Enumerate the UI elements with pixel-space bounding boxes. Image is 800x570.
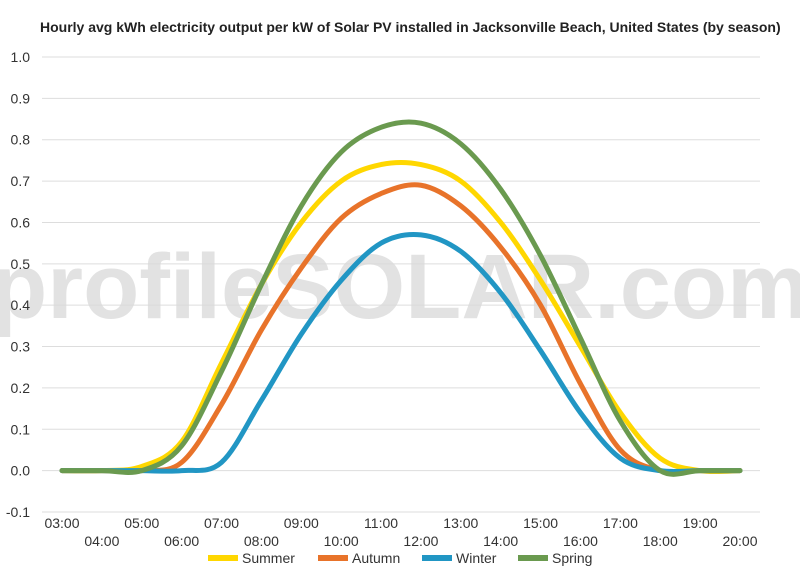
x-tick-label: 15:00	[523, 515, 558, 531]
legend-swatch-spring	[518, 555, 548, 561]
y-tick-label: 0.6	[11, 214, 31, 230]
legend-label-summer: Summer	[242, 550, 295, 566]
x-tick-label: 11:00	[364, 515, 398, 531]
series-line-winter	[59, 232, 743, 475]
x-tick-label: 10:00	[324, 533, 359, 549]
x-tick-label: 19:00	[683, 515, 718, 531]
y-tick-label: 0.1	[11, 421, 31, 437]
series-line-autumn	[59, 182, 743, 475]
x-tick-label: 04:00	[84, 533, 119, 549]
grid-layer	[42, 56, 760, 513]
legend-swatch-summer	[208, 555, 238, 561]
y-tick-label: 0.7	[11, 173, 31, 189]
y-tick-label: 0.2	[11, 380, 31, 396]
y-axis-ticks: -0.1 0.0 0.1 0.2 0.3 0.4 0.5 0.6 0.7 0.8 0.9 1.0	[6, 49, 30, 520]
x-tick-label: 05:00	[124, 515, 159, 531]
y-tick-label: 0.0	[11, 463, 31, 479]
x-tick-label: 13:00	[443, 515, 478, 531]
x-tick-label: 08:00	[244, 533, 279, 549]
x-tick-label: 17:00	[603, 515, 638, 531]
watermark-text: profileSOLAR.com	[0, 236, 800, 338]
x-tick-label: 09:00	[284, 515, 319, 531]
x-tick-label: 07:00	[204, 515, 239, 531]
x-tick-label: 16:00	[563, 533, 598, 549]
y-tick-label: 0.9	[11, 90, 31, 106]
legend: Summer Autumn Winter Spring	[208, 550, 592, 566]
chart-title: Hourly avg kWh electricity output per kW…	[40, 19, 781, 35]
y-tick-label: 0.3	[11, 339, 31, 355]
y-tick-label: 1.0	[11, 49, 31, 65]
series-line-spring	[59, 119, 743, 477]
x-tick-label: 20:00	[722, 533, 757, 549]
x-tick-label: 18:00	[643, 533, 678, 549]
y-tick-label: 0.5	[11, 256, 31, 272]
x-tick-label: 14:00	[483, 533, 518, 549]
y-tick-label: 0.4	[11, 297, 31, 313]
legend-label-autumn: Autumn	[352, 550, 400, 566]
x-tick-label: 03:00	[44, 515, 79, 531]
series-layer	[59, 119, 743, 477]
legend-swatch-winter	[422, 555, 452, 561]
y-tick-label: -0.1	[6, 504, 30, 520]
x-axis-ticks: 03:00 04:00 05:00 06:00 07:00 08:00 09:00 10:00…	[44, 515, 757, 549]
legend-label-spring: Spring	[552, 550, 592, 566]
legend-label-winter: Winter	[456, 550, 497, 566]
legend-swatch-autumn	[318, 555, 348, 561]
x-tick-label: 12:00	[403, 533, 438, 549]
y-tick-label: 0.8	[11, 132, 31, 148]
x-tick-label: 06:00	[164, 533, 199, 549]
